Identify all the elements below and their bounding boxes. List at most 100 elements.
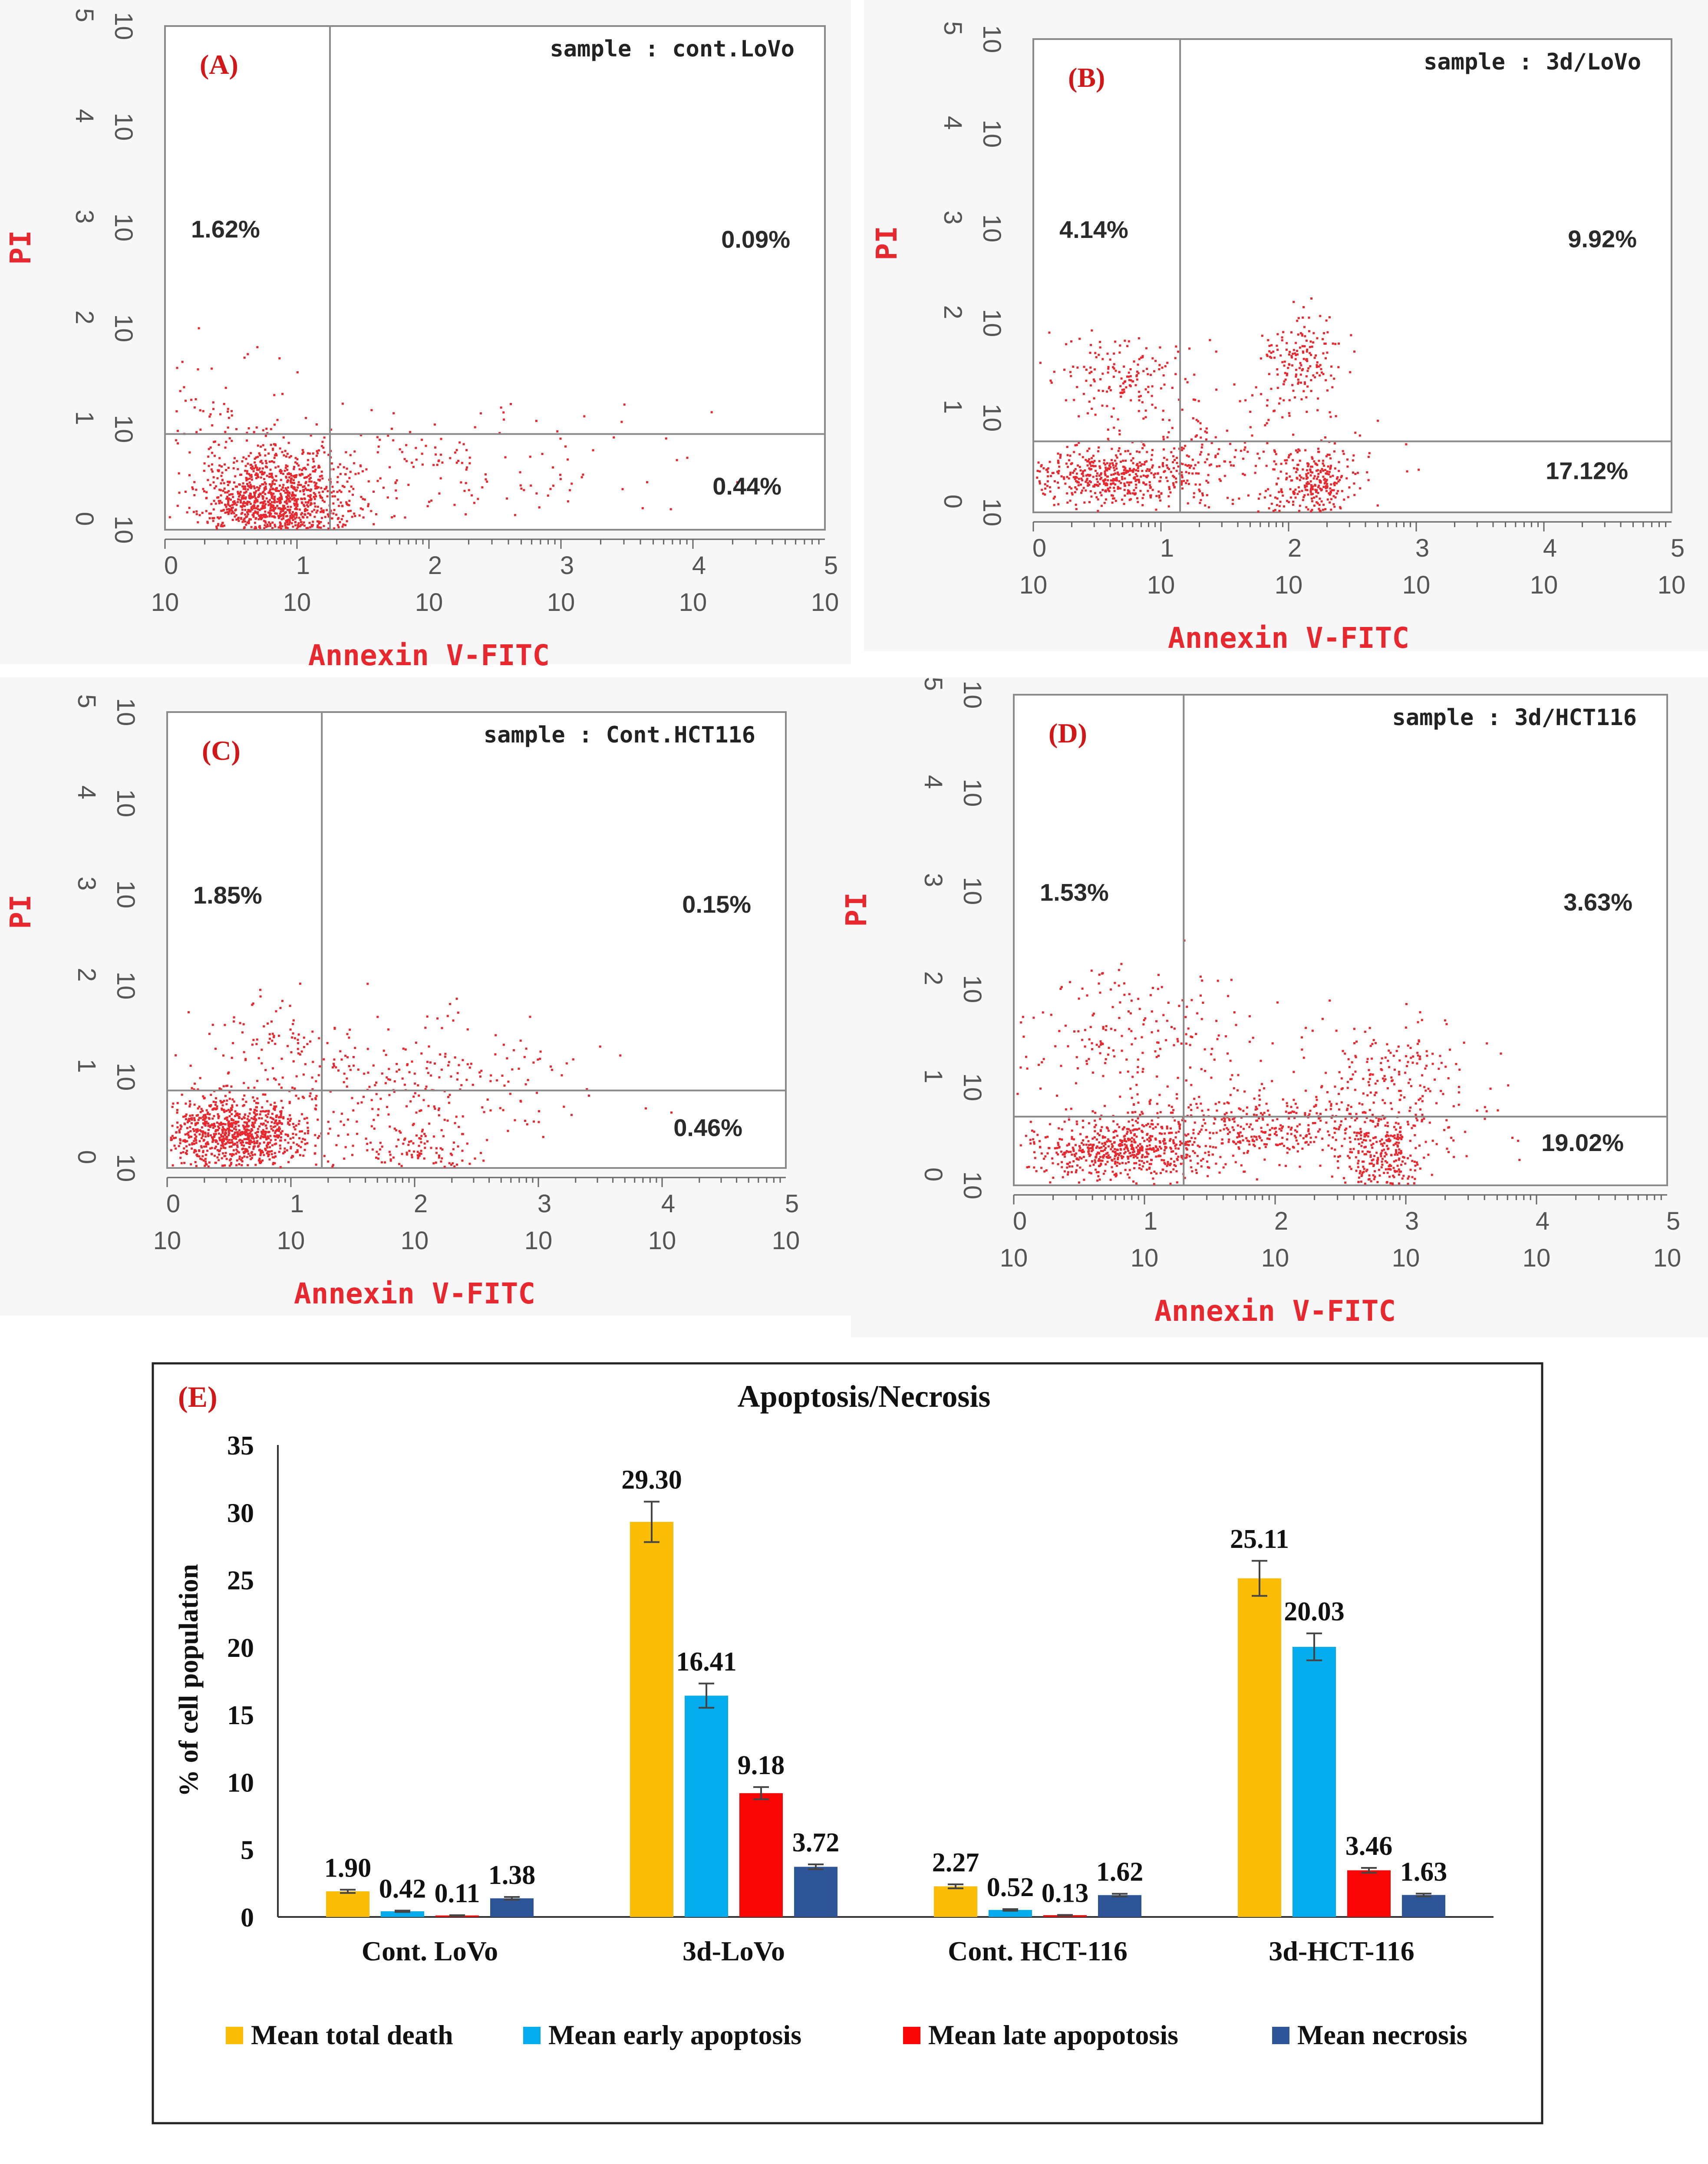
event-dot: [441, 1027, 443, 1029]
event-dot: [586, 1088, 588, 1091]
event-dot: [1107, 371, 1109, 374]
event-dot: [1075, 1144, 1077, 1146]
event-dot: [1293, 349, 1295, 351]
event-dot: [564, 445, 567, 448]
event-dot: [281, 508, 283, 510]
event-dot: [1146, 1161, 1148, 1163]
event-dot: [1295, 449, 1297, 452]
event-dot: [1269, 356, 1271, 358]
event-dot: [1391, 1183, 1394, 1185]
event-dot: [291, 482, 293, 484]
event-dot: [205, 1163, 208, 1166]
event-dot: [1098, 389, 1100, 392]
event-dot: [317, 486, 320, 488]
event-dot: [198, 1155, 201, 1158]
event-dot: [333, 1062, 335, 1065]
event-dot: [1124, 450, 1127, 452]
event-dot: [436, 464, 439, 466]
event-dot: [221, 1138, 224, 1141]
event-dot: [1403, 1096, 1406, 1098]
event-dot: [290, 517, 293, 519]
event-dot: [239, 493, 241, 496]
event-dot: [270, 493, 273, 495]
event-dot: [580, 476, 583, 478]
event-dot: [1128, 376, 1130, 378]
event-dot: [1033, 1142, 1035, 1145]
event-dot: [343, 1072, 346, 1075]
event-dot: [182, 1139, 185, 1142]
event-dot: [1086, 1135, 1088, 1138]
event-dot: [288, 1123, 291, 1126]
event-dot: [281, 525, 284, 528]
event-dot: [1116, 1161, 1119, 1164]
event-dot: [1165, 476, 1167, 479]
event-dot: [1152, 1177, 1154, 1180]
event-dot: [335, 513, 338, 516]
event-dot: [441, 1148, 444, 1151]
event-dot: [413, 1072, 416, 1075]
event-dot: [221, 1142, 224, 1145]
event-dot: [286, 1149, 288, 1151]
event-dot: [1199, 422, 1202, 425]
event-dot: [1411, 1127, 1413, 1129]
event-dot: [1189, 1140, 1191, 1142]
event-dot: [344, 473, 347, 475]
event-dot: [1151, 385, 1154, 388]
event-dot: [1251, 394, 1253, 396]
event-dot: [1124, 1151, 1127, 1153]
event-dot: [1148, 1163, 1151, 1165]
event-dot: [1357, 1166, 1359, 1168]
event-dot: [1186, 454, 1188, 457]
event-dot: [1046, 1152, 1049, 1155]
event-dot: [1118, 1144, 1120, 1146]
event-dot: [1124, 459, 1127, 462]
event-dot: [1365, 1153, 1367, 1155]
event-dot: [350, 485, 353, 488]
event-dot: [588, 1095, 590, 1097]
event-dot: [212, 1139, 215, 1141]
event-dot: [1124, 1146, 1127, 1149]
event-dot: [1175, 1131, 1177, 1134]
event-dot: [392, 1156, 395, 1159]
event-dot: [1103, 482, 1105, 485]
event-dot: [1063, 1120, 1066, 1123]
event-dot: [1312, 374, 1315, 377]
event-dot: [1325, 379, 1327, 382]
event-dot: [259, 1113, 261, 1115]
event-dot: [1138, 1167, 1141, 1169]
event-dot: [228, 1120, 230, 1123]
event-dot: [1031, 1129, 1033, 1132]
event-dot: [237, 491, 239, 493]
event-dot: [269, 509, 271, 512]
event-dot: [1118, 429, 1121, 432]
event-dot: [229, 1129, 231, 1131]
event-dot: [274, 495, 276, 498]
event-dot: [1185, 1134, 1187, 1137]
event-dot: [206, 1113, 209, 1115]
event-dot: [221, 478, 224, 481]
event-dot: [1280, 462, 1283, 465]
event-dot: [1057, 452, 1059, 455]
event-dot: [207, 1132, 210, 1135]
event-dot: [261, 483, 264, 485]
event-dot: [1192, 1128, 1195, 1131]
event-dot: [1094, 1161, 1097, 1164]
event-dot: [284, 467, 287, 469]
event-dot: [613, 436, 615, 439]
event-dot: [283, 505, 285, 507]
event-dot: [1109, 466, 1112, 468]
x-tick-exponent: 4: [1543, 534, 1557, 562]
event-dot: [384, 1161, 386, 1164]
event-dot: [1141, 470, 1144, 472]
event-dot: [244, 1113, 246, 1116]
event-dot: [304, 513, 307, 516]
event-dot: [1309, 352, 1311, 354]
event-dot: [244, 496, 247, 499]
event-dot: [1138, 337, 1140, 340]
event-dot: [1099, 1156, 1101, 1158]
event-dot: [1307, 508, 1309, 511]
event-dot: [1333, 1155, 1336, 1158]
event-dot: [450, 1075, 452, 1078]
event-dot: [1139, 1149, 1141, 1151]
event-dot: [1170, 1148, 1172, 1150]
